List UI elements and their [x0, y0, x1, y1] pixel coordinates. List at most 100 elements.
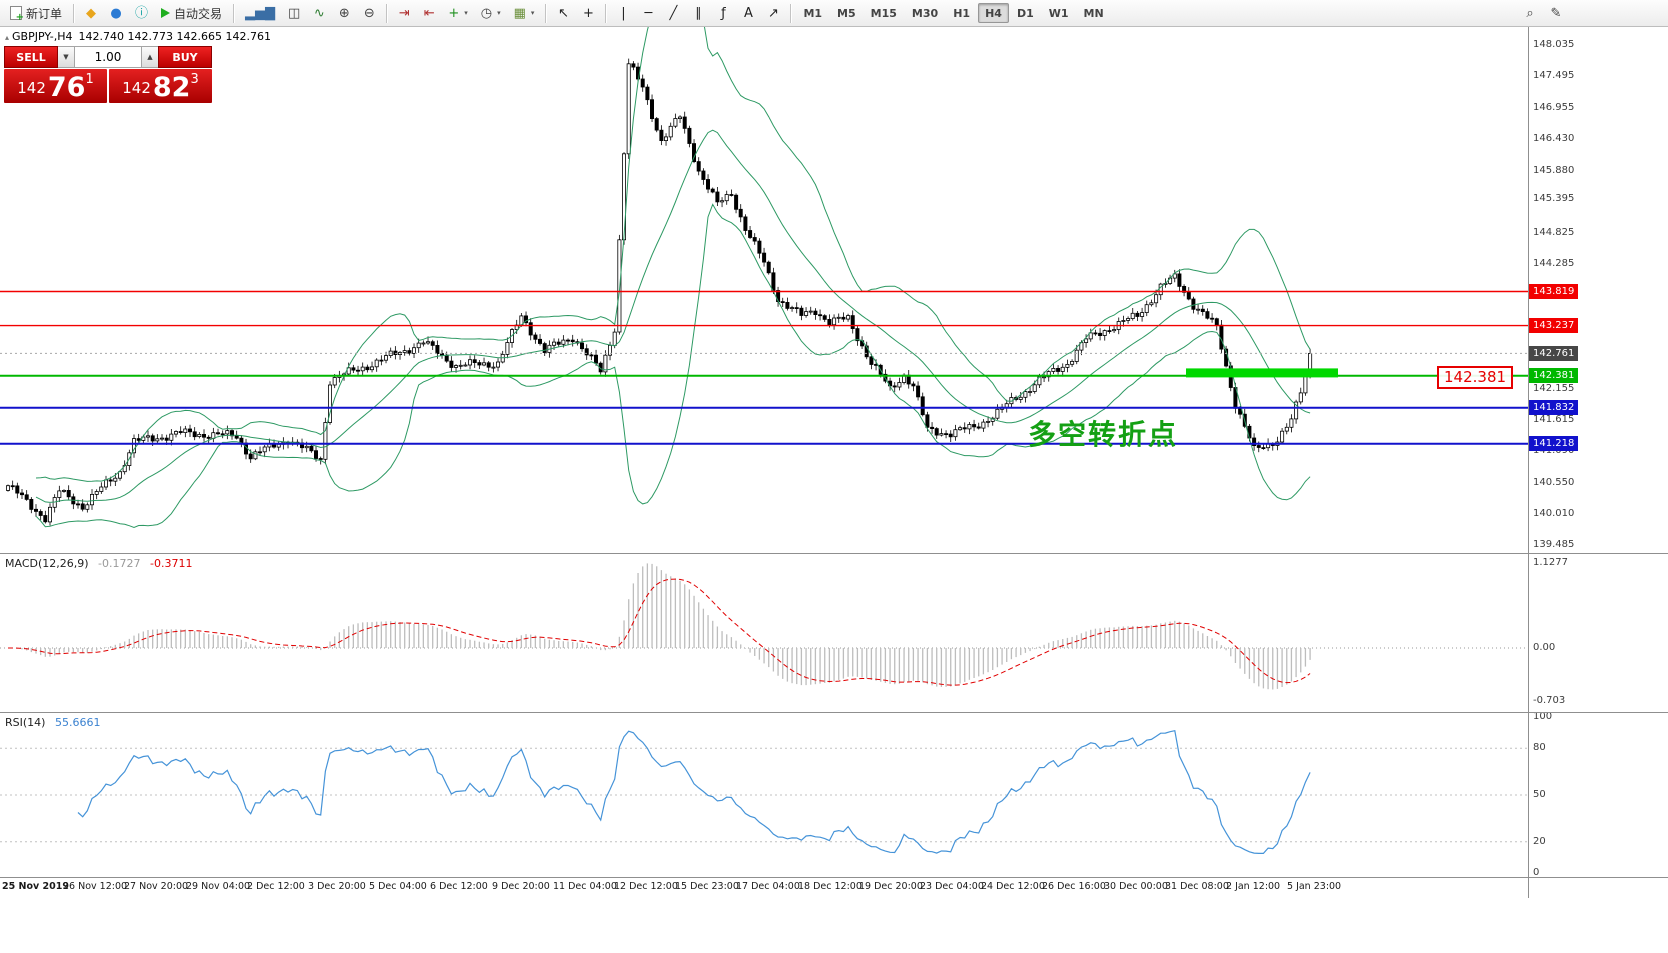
toolbar-separator: [73, 3, 75, 23]
bid-point: 1: [85, 72, 94, 87]
clock-icon: ◷: [480, 5, 493, 21]
price-scale-label: 144.285: [1533, 258, 1575, 269]
vertical-line-button[interactable]: |: [611, 2, 635, 24]
rsi-label: RSI(14) 55.6661: [5, 716, 100, 729]
toolbar-separator: [233, 3, 235, 23]
price-scale-label: 141.615: [1533, 414, 1575, 425]
volume-up-button[interactable]: ▲: [142, 46, 158, 68]
chart-menu-icon: ▴: [5, 33, 10, 42]
zoom-in-button[interactable]: ⊕: [332, 2, 356, 24]
candlestick-icon: ◫: [288, 5, 301, 21]
time-axis-label: 2 Jan 12:00: [1226, 881, 1281, 892]
time-axis-label: 15 Dec 23:00: [675, 881, 739, 892]
ask-pips: 82: [152, 72, 191, 103]
trendline-icon: ╱: [669, 5, 678, 21]
horn-icon: ◆: [86, 5, 97, 21]
bid-pips: 76: [47, 72, 86, 103]
horizontal-line-icon: ─: [644, 5, 653, 21]
timeframe-m1[interactable]: M1: [803, 6, 823, 20]
new-order-button[interactable]: + 新订单: [4, 2, 68, 24]
template-icon: ▦: [513, 5, 526, 21]
time-axis-label: 5 Jan 23:00: [1287, 881, 1342, 892]
trendline-button[interactable]: ╱: [661, 2, 685, 24]
time-axis-label: 2 Dec 12:00: [247, 881, 305, 892]
time-axis-label: 29 Nov 04:00: [186, 881, 251, 892]
highlight-band[interactable]: [1186, 368, 1338, 378]
candlestick-chart-button[interactable]: ◫: [282, 2, 306, 24]
templates-button[interactable]: ▦ ▾: [508, 2, 541, 24]
rsi-scale-label: 100: [1533, 711, 1553, 722]
timeframe-h1[interactable]: H1: [953, 6, 971, 20]
bid-price[interactable]: 142 76 1: [4, 69, 107, 103]
auto-scroll-button[interactable]: ⇥: [392, 2, 416, 24]
time-axis-label: 5 Dec 04:00: [369, 881, 427, 892]
indicators-button[interactable]: + ▾: [442, 2, 473, 24]
autotrading-play-icon: [161, 8, 171, 18]
macd-scale-label: 1.1277: [1533, 557, 1568, 568]
fibonacci-button[interactable]: ƒ: [711, 2, 735, 24]
zoom-in-icon: ⊕: [338, 5, 350, 21]
main-chart-panel[interactable]: [0, 27, 1528, 553]
compose-button[interactable]: ✎: [1544, 2, 1568, 24]
indicator-plus-icon: +: [448, 5, 460, 21]
timeframe-m15[interactable]: M15: [870, 6, 897, 20]
price-chart[interactable]: [0, 27, 1528, 553]
price-scale-label: 145.395: [1533, 193, 1575, 204]
timeframe-w1[interactable]: W1: [1048, 6, 1069, 20]
zoom-out-icon: ⊖: [363, 5, 375, 21]
volume-input[interactable]: 1.00: [74, 46, 142, 68]
zoom-out-button[interactable]: ⊖: [357, 2, 381, 24]
cursor-icon: ↖: [557, 5, 569, 21]
volume-down-button[interactable]: ▼: [58, 46, 74, 68]
arrows-button[interactable]: ↗: [761, 2, 785, 24]
horizontal-line-button[interactable]: ─: [636, 2, 660, 24]
magnifier-icon: ⌕: [1526, 5, 1534, 21]
symbol-header: ▴ GBPJPY-,H4 142.740 142.773 142.665 142.7…: [5, 30, 271, 43]
crosshair-button[interactable]: +: [576, 2, 600, 24]
vertical-line-icon: |: [621, 5, 626, 21]
price-level-label[interactable]: 142.381: [1437, 366, 1514, 389]
line-chart-button[interactable]: ∿: [307, 2, 331, 24]
rsi-subchart[interactable]: [0, 713, 1528, 877]
price-scale-label: 145.880: [1533, 165, 1575, 176]
price-scale[interactable]: 148.035 147.495 146.955 146.430 145.880 145.3…: [1529, 27, 1668, 898]
timeframe-h4[interactable]: H4: [978, 3, 1009, 23]
buy-button[interactable]: BUY: [158, 46, 212, 68]
rsi-line: [77, 729, 1311, 855]
chart-shift-button[interactable]: ⇤: [417, 2, 441, 24]
chart-annotation-text[interactable]: 多空转折点: [1028, 418, 1179, 451]
bid-main: 142: [17, 79, 46, 97]
macd-histogram: [16, 563, 1311, 690]
sell-button[interactable]: SELL: [4, 46, 58, 68]
timeframe-mn[interactable]: MN: [1083, 6, 1104, 20]
panel-separator[interactable]: [0, 553, 1668, 554]
ask-price[interactable]: 142 82 3: [109, 69, 212, 103]
market-button[interactable]: ◆: [79, 2, 103, 24]
time-axis-label: 9 Dec 20:00: [492, 881, 550, 892]
new-order-label: 新订单: [26, 6, 63, 21]
time-axis-label: 26 Dec 16:00: [1042, 881, 1106, 892]
channel-icon: ∥: [695, 5, 702, 21]
resistance-tag-2: 143.237: [1529, 318, 1579, 333]
autotrading-button[interactable]: 自动交易: [155, 2, 228, 24]
panel-separator[interactable]: [0, 712, 1668, 713]
timeframe-m5[interactable]: M5: [837, 6, 856, 20]
timeframe-d1[interactable]: D1: [1016, 6, 1034, 20]
bar-chart-button[interactable]: ▂▅▇: [239, 2, 281, 24]
search-button[interactable]: ⌕: [1518, 2, 1542, 24]
info-icon: ⓘ: [135, 5, 149, 21]
price-scale-label: 148.035: [1533, 39, 1575, 50]
info-button[interactable]: ⓘ: [129, 2, 154, 24]
macd-subchart[interactable]: [0, 554, 1528, 712]
time-axis-label: 31 Dec 08:00: [1165, 881, 1229, 892]
time-scale[interactable]: 25 Nov 2019 26 Nov 12:00 27 Nov 20:00 29 No…: [0, 878, 1528, 898]
cursor-button[interactable]: ↖: [551, 2, 575, 24]
dropdown-arrow-icon: ▾: [464, 9, 468, 17]
community-button[interactable]: ●: [104, 2, 128, 24]
timeframe-m30[interactable]: M30: [911, 6, 939, 20]
price-scale-separator: [1528, 27, 1529, 898]
price-scale-label: 146.955: [1533, 102, 1575, 113]
channel-button[interactable]: ∥: [686, 2, 710, 24]
text-button[interactable]: A: [736, 2, 760, 24]
periods-button[interactable]: ◷ ▾: [475, 2, 507, 24]
